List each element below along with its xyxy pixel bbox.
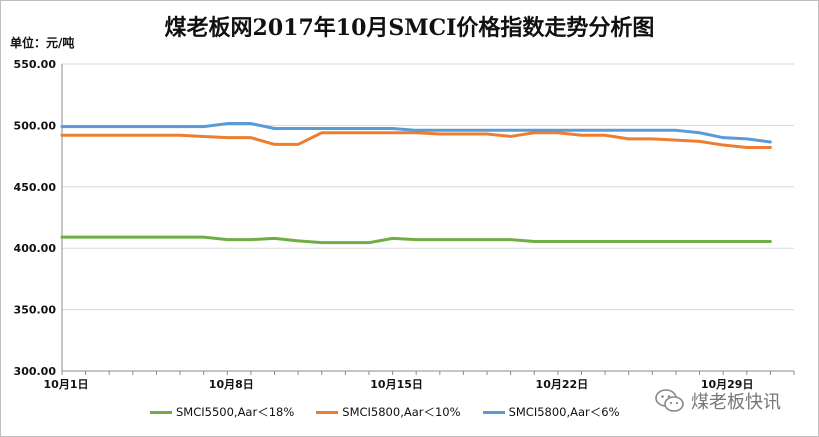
legend: SMCI5500,Aar＜18% SMCI5800,Aar＜10% SMCI58…: [150, 404, 620, 420]
x-tick-label: 10月22日: [536, 378, 589, 391]
series-line-0: [60, 235, 772, 245]
x-tick-label: 10月15日: [370, 378, 423, 391]
y-tick-label: 550.00: [14, 58, 57, 71]
x-tick-label: 10月29日: [701, 378, 754, 391]
series-line-1: [60, 131, 772, 150]
wechat-icon: [655, 389, 684, 412]
y-tick-label: 300.00: [14, 365, 57, 378]
x-tick-label: 10月1日: [44, 378, 89, 391]
grid-lines: [61, 63, 795, 375]
legend-swatch-smci5800-6: [482, 410, 505, 414]
y-tick-label: 400.00: [14, 242, 57, 255]
y-tick-label: 500.00: [14, 119, 57, 132]
y-tick-labels: 550.00 500.00 450.00 400.00 350.00 300.00: [14, 58, 57, 378]
legend-label-smci5800-6: SMCI5800,Aar＜6%: [508, 405, 620, 419]
y-tick-label: 350.00: [14, 304, 57, 317]
legend-swatch-smci5800-10: [316, 410, 339, 414]
x-tick-label: 10月8日: [209, 378, 254, 391]
watermark-text: 煤老板快讯: [691, 392, 781, 413]
watermark: 煤老板快讯: [655, 388, 781, 414]
series-lines: [60, 122, 772, 245]
y-tick-label: 450.00: [14, 181, 57, 194]
legend-label-smci5500: SMCI5500,Aar＜18%: [176, 405, 295, 419]
legend-item-smci5800-6: SMCI5800,Aar＜6%: [482, 404, 620, 420]
legend-item-smci5500: SMCI5500,Aar＜18%: [150, 404, 294, 420]
chart-title: 煤老板网2017年10月SMCI价格指数走势分析图: [164, 15, 655, 41]
x-tick-labels: 10月1日 10月8日 10月15日 10月22日 10月29日: [44, 378, 754, 391]
legend-item-smci5800-10: SMCI5800,Aar＜10%: [316, 404, 461, 420]
series-line-2: [60, 122, 772, 144]
legend-swatch-smci5500: [150, 410, 172, 414]
y-axis-unit-label: 单位：元/吨: [10, 36, 75, 50]
legend-label-smci5800-10: SMCI5800,Aar＜10%: [342, 405, 461, 419]
